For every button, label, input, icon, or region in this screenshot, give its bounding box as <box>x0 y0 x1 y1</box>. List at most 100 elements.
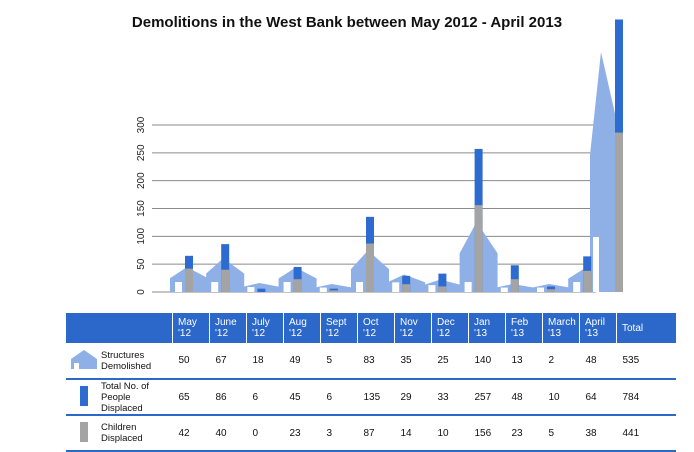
table-cell-value: 50 <box>172 343 210 380</box>
house-door-mark <box>573 282 581 292</box>
table-cell-value: 23 <box>283 415 321 452</box>
house-door-mark <box>537 287 544 292</box>
children-displaced-bar <box>510 279 519 292</box>
children-displaced-bar <box>221 269 230 292</box>
table-cell-value: 48 <box>579 343 617 380</box>
table-month-header: June '12 <box>209 313 247 343</box>
y-tick-label: 150 <box>136 200 147 217</box>
table-cell-total: 535 <box>616 343 676 380</box>
legend-icon-cell <box>66 415 101 452</box>
y-tick-label: 100 <box>136 228 147 245</box>
people-displaced-bar <box>402 275 411 292</box>
table-month-header: Sept '12 <box>320 313 358 343</box>
people-displaced-bar <box>221 244 230 292</box>
table-cell-value: 13 <box>505 343 543 380</box>
table-month-header: Dec '12 <box>431 313 469 343</box>
table-cell-total: 784 <box>616 379 676 416</box>
y-tick-label: 200 <box>136 172 147 189</box>
table-cell-value: 6 <box>320 379 358 416</box>
children-displaced-bar <box>185 268 193 292</box>
table-cell-value: 40 <box>209 415 247 452</box>
table-cell-value: 45 <box>283 379 321 416</box>
table-cell-value: 33 <box>431 379 469 416</box>
table-cell-value: 0 <box>246 415 284 452</box>
y-tick-label: 0 <box>136 289 147 295</box>
house-door-mark <box>175 282 182 292</box>
gray-bar-legend-icon <box>79 421 88 442</box>
table-cell-value: 87 <box>357 415 395 452</box>
y-tick-label: 250 <box>136 144 147 161</box>
table-month-header: Nov '12 <box>394 313 432 343</box>
people-displaced-bar <box>510 265 519 292</box>
children-displaced-bar <box>583 270 592 292</box>
children-displaced-bar <box>547 289 555 292</box>
legend-icon-cell <box>66 379 101 416</box>
table-month-header: April '13 <box>579 313 617 343</box>
table-row: Total No. of People Displaced 65 86 6 45 6 135… <box>66 379 676 416</box>
series-label: Children Displaced <box>101 415 173 452</box>
table-cell-value: 2 <box>542 343 580 380</box>
total-house-door-mark <box>593 237 599 292</box>
table-cell-value: 3 <box>320 415 358 452</box>
house-door-mark <box>211 282 219 292</box>
legend-icon-cell <box>66 343 101 380</box>
table-month-header: Jan '13 <box>468 313 506 343</box>
table-cell-value: 18 <box>246 343 284 380</box>
table-cell-value: 83 <box>357 343 395 380</box>
data-table: May '12 June '12 July '12 Aug '12 Sept '12 Oct '12 N… <box>66 313 676 452</box>
table-cell-value: 25 <box>431 343 469 380</box>
house-door-mark <box>392 282 400 292</box>
table-cell-value: 156 <box>468 415 506 452</box>
table-cell-value: 67 <box>209 343 247 380</box>
table-month-header: Feb '13 <box>505 313 543 343</box>
series-label: Total No. of People Displaced <box>101 379 173 416</box>
table-cell-value: 35 <box>394 343 432 380</box>
house-door-mark <box>500 287 508 292</box>
table-cell-value: 10 <box>431 415 469 452</box>
table-cell-value: 14 <box>394 415 432 452</box>
y-tick-label: 300 <box>136 116 147 133</box>
children-displaced-bar <box>474 205 483 292</box>
table-month-header: March '13 <box>542 313 580 343</box>
table-cell-value: 48 <box>505 379 543 416</box>
table-total-header: Total <box>616 313 676 343</box>
house-door-mark <box>247 287 255 292</box>
house-door-mark <box>283 282 291 292</box>
table-cell-value: 65 <box>172 379 210 416</box>
table-cell-value: 86 <box>209 379 247 416</box>
table-cell-value: 140 <box>468 343 506 380</box>
table-cell-value: 5 <box>320 343 358 380</box>
table-cell-value: 10 <box>542 379 580 416</box>
y-tick-label: 50 <box>136 258 147 270</box>
table-month-header: Oct '12 <box>357 313 395 343</box>
house-door-mark <box>356 282 363 292</box>
table-month-header: Aug '12 <box>283 313 321 343</box>
children-displaced-bar <box>366 243 374 292</box>
children-displaced-bar <box>438 286 447 292</box>
children-displaced-bar <box>329 290 338 292</box>
header-blank-label <box>101 313 173 343</box>
table-cell-value: 64 <box>579 379 617 416</box>
table-cell-value: 42 <box>172 415 210 452</box>
people-displaced-bar <box>438 273 447 292</box>
series-label: Structures Demolished <box>101 343 173 380</box>
table-month-header: July '12 <box>246 313 284 343</box>
table-row: Structures Demolished 50 67 18 49 5 83 35 25 140 1… <box>66 343 676 380</box>
table-cell-value: 29 <box>394 379 432 416</box>
table-cell-value: 23 <box>505 415 543 452</box>
table-cell-total: 441 <box>616 415 676 452</box>
house-door-mark <box>464 282 472 292</box>
blue-bar-legend-icon <box>79 385 88 406</box>
table-row: Children Displaced 42 40 0 23 3 87 14 10 156 23 5 38… <box>66 415 676 452</box>
table-cell-value: 6 <box>246 379 284 416</box>
header-blank <box>66 313 101 343</box>
total-structures-house-mark <box>590 52 618 292</box>
house-door-mark <box>319 287 327 292</box>
children-displaced-bar <box>293 279 302 292</box>
people-displaced-bar <box>257 288 266 292</box>
chart-plot: 0 50 100 150 200 250 300 <box>136 19 623 295</box>
chart-title: Demolitions in the West Bank between May… <box>131 14 563 31</box>
table-header-row: May '12 June '12 July '12 Aug '12 Sept '12 Oct '12 N… <box>66 313 676 343</box>
table-cell-value: 135 <box>357 379 395 416</box>
table-cell-value: 38 <box>579 415 617 452</box>
